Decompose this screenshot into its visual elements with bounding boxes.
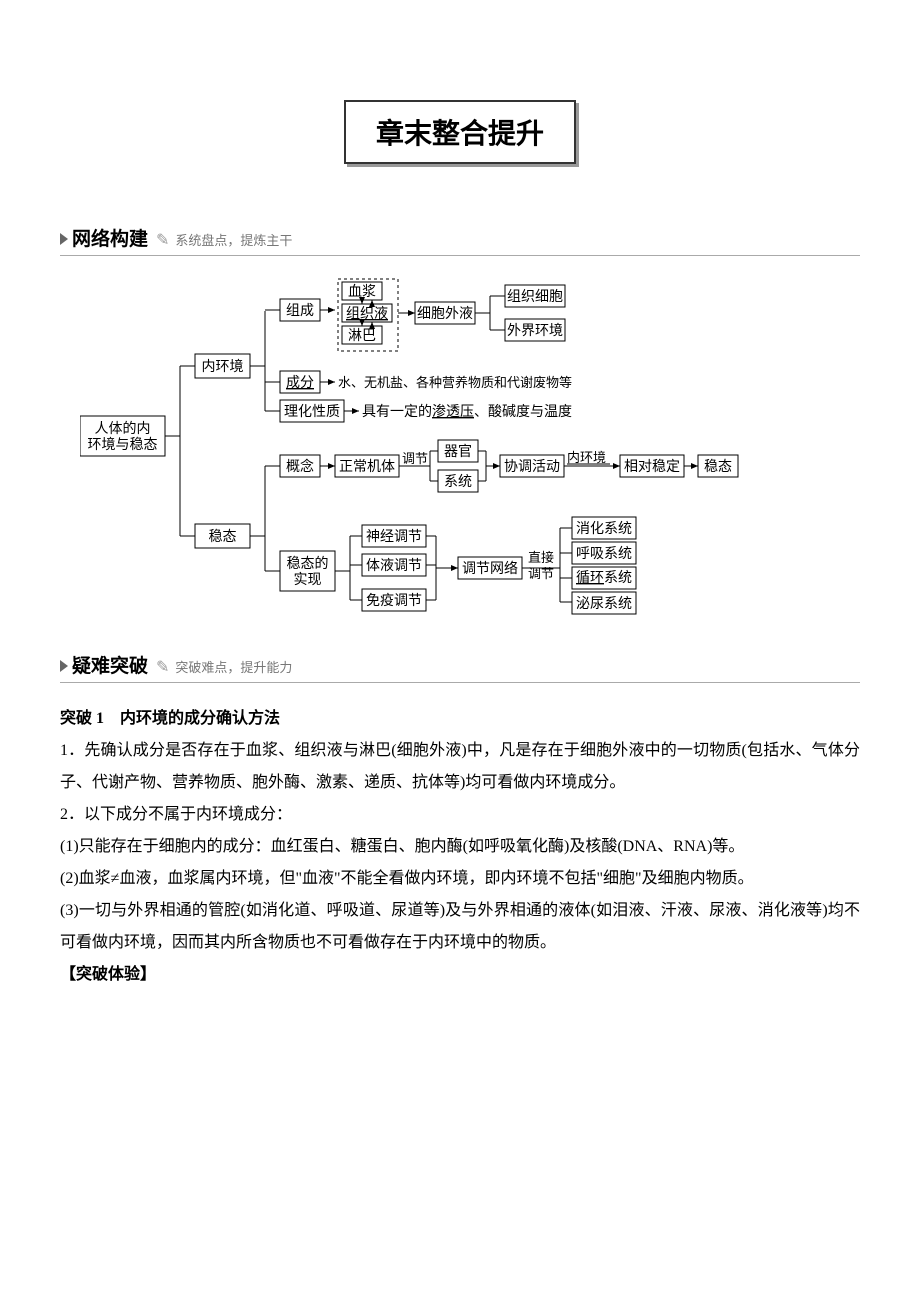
svg-text:调节: 调节 [402, 451, 428, 466]
section2-subtitle: 突破难点，提升能力 [175, 657, 292, 676]
svg-text:循环系统: 循环系统 [576, 570, 632, 586]
svg-text:淋巴: 淋巴 [348, 328, 376, 344]
breakthrough-content: 突破 1 内环境的成分确认方法 1．先确认成分是否存在于血浆、组织液与淋巴(细胞… [60, 703, 860, 991]
svg-text:内环境: 内环境 [202, 359, 244, 375]
section-icon [60, 233, 68, 245]
svg-text:理化性质: 理化性质 [284, 404, 340, 420]
paragraph: (2)血浆≠血液，血浆属内环境，但"血液"不能全看做内环境，即内环境不包括"细胞… [60, 863, 860, 895]
svg-text:组织液: 组织液 [346, 306, 388, 322]
svg-text:组成: 组成 [286, 303, 314, 319]
svg-text:相对稳定: 相对稳定 [624, 459, 680, 475]
svg-text:血浆: 血浆 [348, 284, 376, 300]
concept-diagram: 人体的内环境与稳态内环境稳态组成成分理化性质血浆组织液淋巴细胞外液组织细胞外界环… [80, 276, 860, 621]
breakthrough1-title: 突破 1 内环境的成分确认方法 [60, 703, 860, 735]
svg-text:免疫调节: 免疫调节 [366, 593, 422, 609]
section-icon [60, 660, 68, 672]
section-network-header: 网络构建 ✎ 系统盘点，提炼主干 [60, 224, 860, 256]
svg-text:实现: 实现 [294, 572, 322, 588]
paragraph: (3)一切与外界相通的管腔(如消化道、呼吸道、尿道等)及与外界相通的液体(如泪液… [60, 895, 860, 959]
svg-text:稳态: 稳态 [209, 529, 237, 545]
section-difficulty-header: 疑难突破 ✎ 突破难点，提升能力 [60, 651, 860, 683]
svg-text:体液调节: 体液调节 [366, 558, 422, 574]
experience-title: 【突破体验】 [60, 959, 860, 991]
svg-text:器官: 器官 [444, 444, 472, 460]
svg-text:泌尿系统: 泌尿系统 [576, 596, 632, 612]
svg-text:调节网络: 调节网络 [462, 561, 518, 577]
paragraph: 1．先确认成分是否存在于血浆、组织液与淋巴(细胞外液)中，凡是存在于细胞外液中的… [60, 735, 860, 799]
svg-text:消化系统: 消化系统 [576, 521, 632, 537]
svg-text:系统: 系统 [444, 474, 472, 490]
svg-text:内环境: 内环境 [567, 450, 606, 465]
svg-text:组织细胞: 组织细胞 [507, 289, 563, 305]
svg-text:人体的内: 人体的内 [95, 421, 151, 437]
svg-text:环境与稳态: 环境与稳态 [88, 437, 158, 453]
svg-text:外界环境: 外界环境 [507, 323, 563, 339]
svg-text:神经调节: 神经调节 [366, 529, 422, 545]
section1-subtitle: 系统盘点，提炼主干 [175, 230, 292, 249]
svg-text:正常机体: 正常机体 [339, 459, 395, 475]
svg-text:呼吸系统: 呼吸系统 [576, 546, 632, 562]
svg-text:稳态的: 稳态的 [287, 556, 329, 572]
paragraph: (1)只能存在于细胞内的成分：血红蛋白、糖蛋白、胞内酶(如呼吸氧化酶)及核酸(D… [60, 831, 860, 863]
section1-title: 网络构建 [72, 224, 148, 251]
svg-text:细胞外液: 细胞外液 [417, 306, 473, 322]
svg-text:直接: 直接 [528, 550, 554, 565]
svg-text:水、无机盐、各种营养物质和代谢废物等: 水、无机盐、各种营养物质和代谢废物等 [338, 375, 572, 390]
section2-title: 疑难突破 [72, 651, 148, 678]
brush-icon: ✎ [156, 230, 169, 250]
chapter-title: 章末整合提升 [60, 100, 860, 164]
svg-text:协调活动: 协调活动 [504, 459, 560, 475]
svg-text:稳态: 稳态 [704, 459, 732, 475]
paragraph: 2．以下成分不属于内环境成分： [60, 799, 860, 831]
brush-icon: ✎ [156, 657, 169, 677]
svg-text:成分: 成分 [286, 375, 314, 391]
svg-text:概念: 概念 [286, 458, 314, 475]
svg-text:具有一定的渗透压、酸碱度与温度: 具有一定的渗透压、酸碱度与温度 [362, 404, 572, 420]
